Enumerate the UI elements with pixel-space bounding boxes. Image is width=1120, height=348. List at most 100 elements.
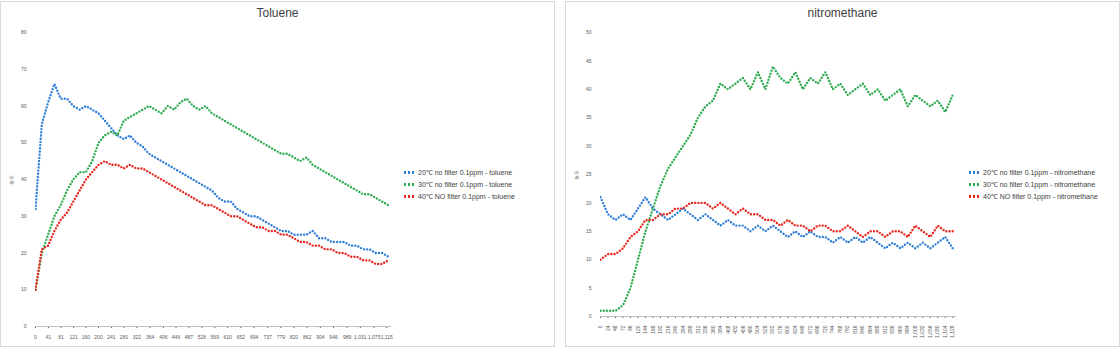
svg-text:322: 322 [133, 334, 142, 340]
svg-text:696: 696 [814, 325, 820, 334]
svg-text:240: 240 [672, 325, 678, 334]
svg-text:720: 720 [822, 325, 828, 334]
svg-text:312: 312 [695, 325, 701, 334]
svg-text:792: 792 [844, 325, 850, 334]
svg-text:0: 0 [34, 334, 37, 340]
svg-text:70: 70 [21, 66, 27, 72]
svg-text:1,056: 1,056 [927, 325, 933, 338]
svg-text:45: 45 [586, 58, 592, 64]
svg-text:1,115: 1,115 [381, 334, 393, 340]
svg-text:984: 984 [904, 325, 910, 334]
html-text:nitromethane: nitromethane [807, 6, 878, 20]
svg-text:25: 25 [586, 171, 592, 177]
svg-text:30: 30 [21, 213, 27, 219]
svg-text:1,031: 1,031 [354, 334, 367, 340]
svg-text:1,008: 1,008 [912, 325, 918, 338]
svg-text:1,032: 1,032 [919, 325, 925, 338]
svg-text:446: 446 [172, 334, 181, 340]
svg-text:600: 600 [784, 325, 790, 334]
svg-text:672: 672 [807, 325, 813, 334]
svg-text:1,075: 1,075 [368, 334, 381, 340]
svg-text:1,104: 1,104 [942, 325, 948, 338]
svg-text:456: 456 [740, 325, 746, 334]
svg-text:989: 989 [343, 334, 352, 340]
svg-text:816: 816 [852, 325, 858, 334]
svg-text:144: 144 [642, 325, 648, 334]
svg-text:384: 384 [717, 325, 723, 334]
svg-text:768: 768 [837, 325, 843, 334]
svg-text:487: 487 [185, 334, 194, 340]
svg-text:30: 30 [586, 143, 592, 149]
svg-text:5: 5 [589, 285, 592, 291]
svg-text:농도: 농도 [8, 175, 14, 185]
svg-text:80: 80 [21, 29, 27, 35]
svg-text:1,080: 1,080 [934, 325, 940, 338]
svg-text:779: 779 [277, 334, 286, 340]
svg-text:820: 820 [290, 334, 299, 340]
svg-text:946: 946 [329, 334, 338, 340]
svg-text:336: 336 [702, 325, 708, 334]
svg-text:216: 216 [665, 325, 671, 334]
svg-text:737: 737 [264, 334, 273, 340]
svg-text:480: 480 [747, 325, 753, 334]
svg-text:552: 552 [769, 325, 775, 334]
svg-text:168: 168 [650, 325, 656, 334]
svg-text:35: 35 [586, 114, 592, 120]
svg-text:40: 40 [586, 86, 592, 92]
svg-text:912: 912 [882, 325, 888, 334]
svg-text:528: 528 [762, 325, 768, 334]
svg-text:904: 904 [316, 334, 325, 340]
svg-text:862: 862 [303, 334, 312, 340]
svg-text:744: 744 [829, 325, 835, 334]
svg-text:364: 364 [146, 334, 155, 340]
svg-text:0: 0 [24, 323, 27, 329]
svg-text:264: 264 [680, 325, 686, 334]
svg-text:120: 120 [635, 325, 641, 334]
svg-text:96: 96 [627, 325, 633, 331]
svg-text:192: 192 [657, 325, 663, 334]
svg-text:432: 432 [732, 325, 738, 334]
svg-text:888: 888 [874, 325, 880, 334]
html-text:Toluene: Toluene [256, 6, 299, 20]
svg-text:694: 694 [250, 334, 259, 340]
svg-text:0: 0 [589, 313, 592, 319]
svg-text:840: 840 [859, 325, 865, 334]
svg-text:648: 648 [799, 325, 805, 334]
svg-text:360: 360 [710, 325, 716, 334]
svg-text:15: 15 [586, 228, 592, 234]
svg-text:408: 408 [725, 325, 731, 334]
svg-text:610: 610 [224, 334, 233, 340]
svg-text:72: 72 [620, 325, 626, 331]
svg-text:569: 569 [211, 334, 220, 340]
svg-text:281: 281 [120, 334, 129, 340]
svg-text:528: 528 [198, 334, 207, 340]
svg-text:81: 81 [58, 334, 64, 340]
svg-text:1,128: 1,128 [949, 325, 955, 338]
svg-text:624: 624 [792, 325, 798, 334]
svg-text:60: 60 [21, 103, 27, 109]
svg-text:10: 10 [21, 286, 27, 292]
svg-text:48: 48 [612, 325, 618, 331]
svg-text:160: 160 [82, 334, 91, 340]
svg-text:20: 20 [21, 250, 27, 256]
svg-text:936: 936 [889, 325, 895, 334]
svg-text:652: 652 [237, 334, 246, 340]
svg-text:농도: 농도 [573, 170, 579, 180]
svg-text:288: 288 [687, 325, 693, 334]
svg-text:121: 121 [69, 334, 78, 340]
svg-text:576: 576 [777, 325, 783, 334]
svg-text:10: 10 [586, 256, 592, 262]
svg-text:504: 504 [754, 325, 760, 334]
svg-text:200: 200 [94, 334, 103, 340]
svg-text:864: 864 [867, 325, 873, 334]
svg-text:20: 20 [586, 200, 592, 206]
svg-text:241: 241 [107, 334, 116, 340]
svg-text:41: 41 [46, 334, 52, 340]
svg-text:960: 960 [897, 325, 903, 334]
svg-text:0: 0 [597, 325, 603, 328]
svg-text:50: 50 [21, 139, 27, 145]
svg-text:24: 24 [605, 325, 611, 331]
svg-text:40: 40 [21, 176, 27, 182]
svg-text:50: 50 [586, 29, 592, 35]
svg-text:406: 406 [159, 334, 168, 340]
